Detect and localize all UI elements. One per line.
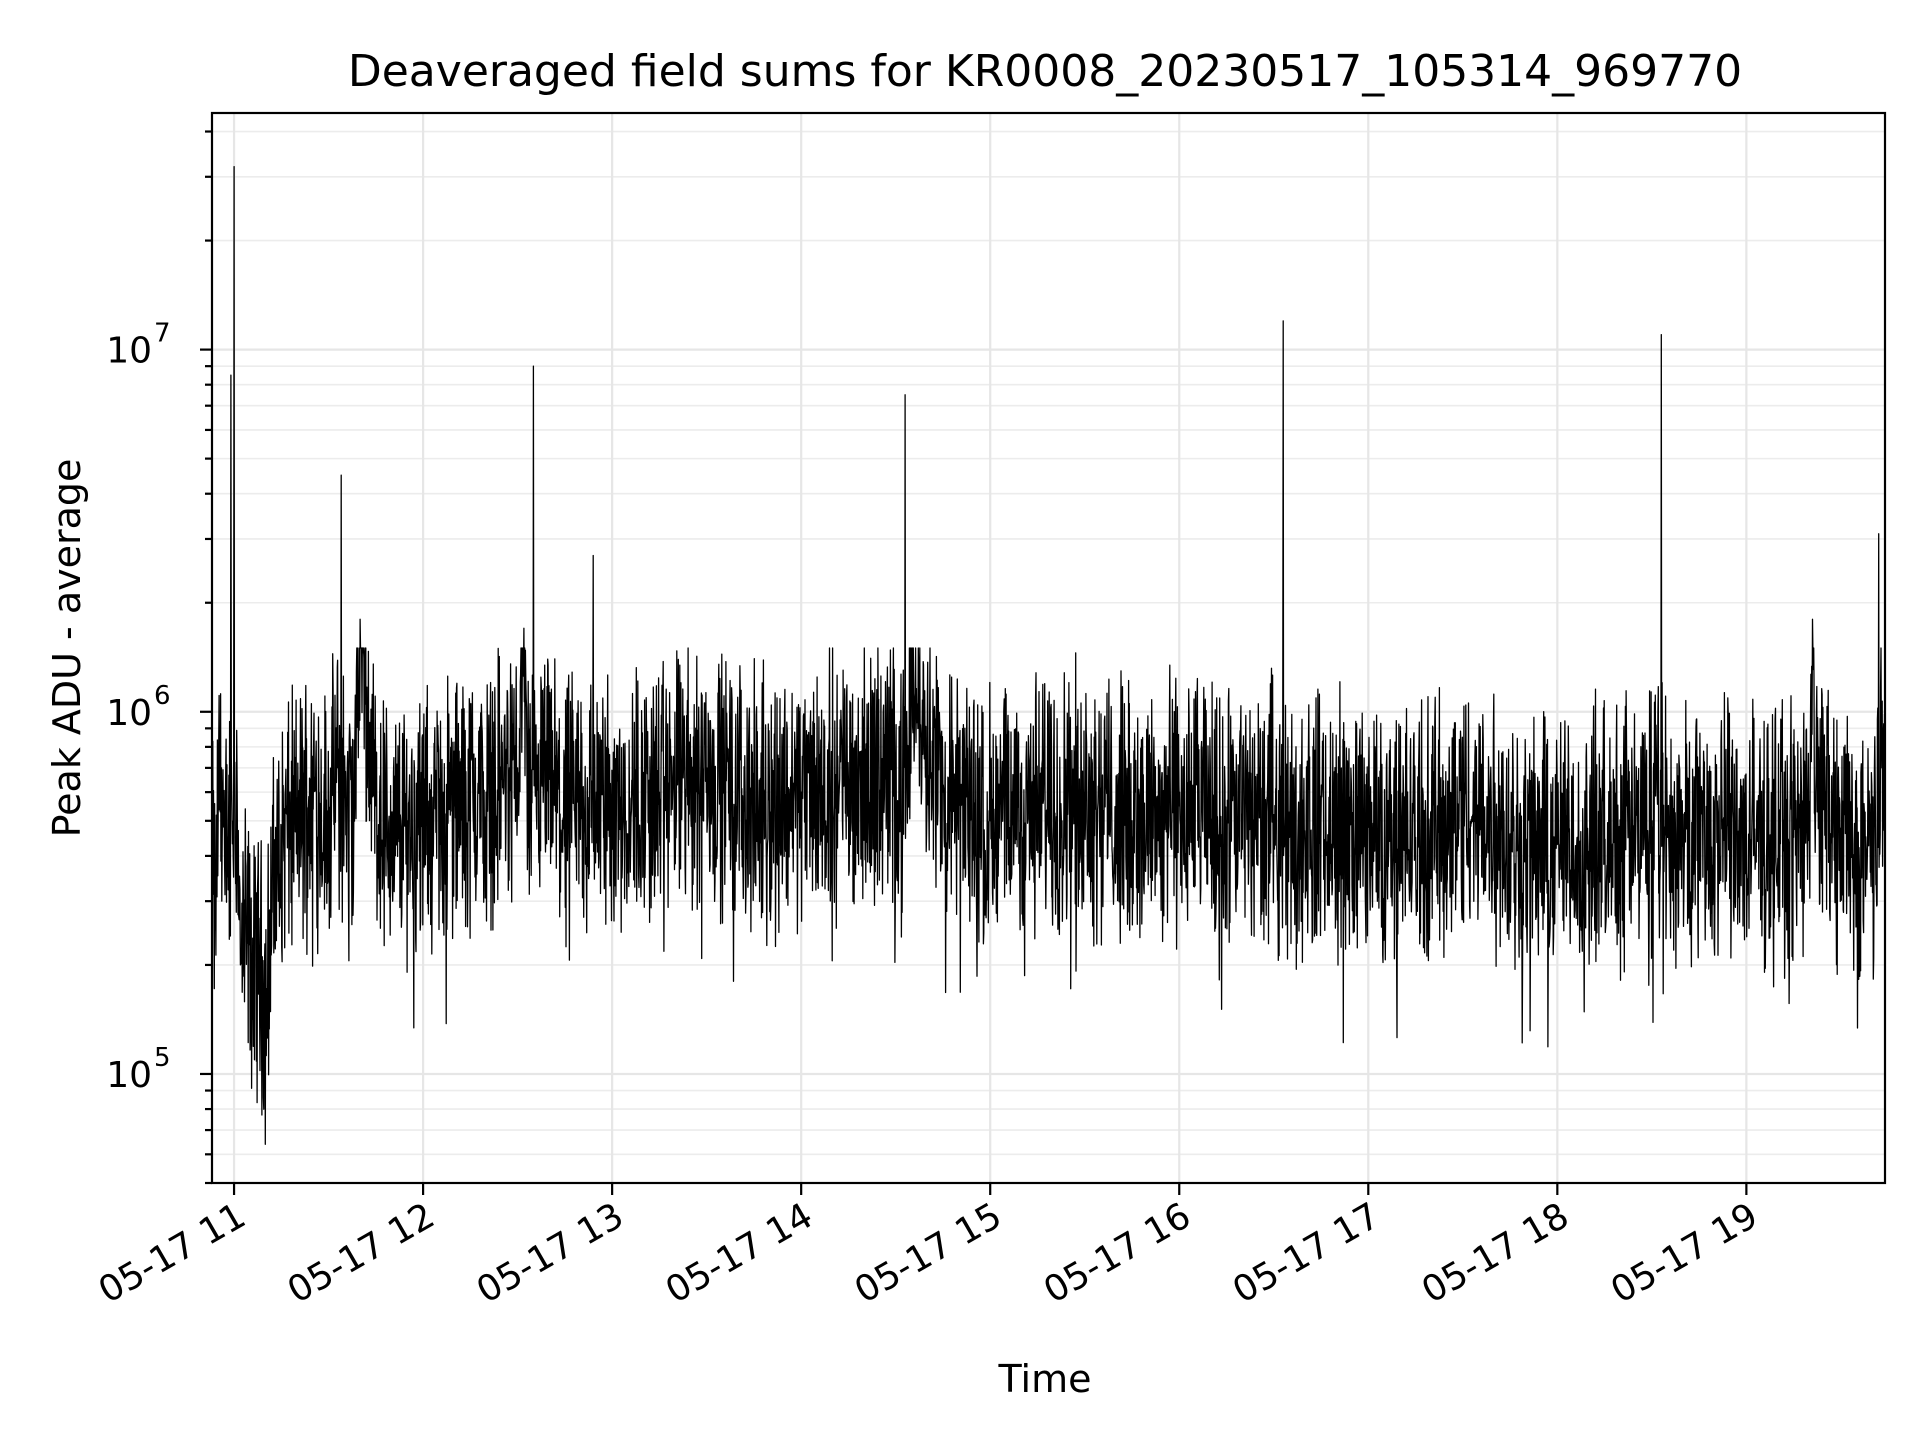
chart-title: Deaveraged field sums for KR0008_2023051… [348,46,1742,97]
y-tick-label-exponent: 7 [154,319,171,349]
y-tick-label-exponent: 5 [154,1043,171,1073]
plot-frame [210,111,1887,1185]
x-axis-label: Time [998,1357,1092,1401]
y-tick-label: 10 [106,1055,152,1096]
y-axis-label: Peak ADU - average [45,459,89,838]
series-line [211,165,1886,1145]
y-tick-label: 10 [106,331,152,372]
y-tick-label-exponent: 6 [154,681,171,711]
y-tick-label: 10 [106,693,152,734]
series-layer [211,165,1886,1145]
